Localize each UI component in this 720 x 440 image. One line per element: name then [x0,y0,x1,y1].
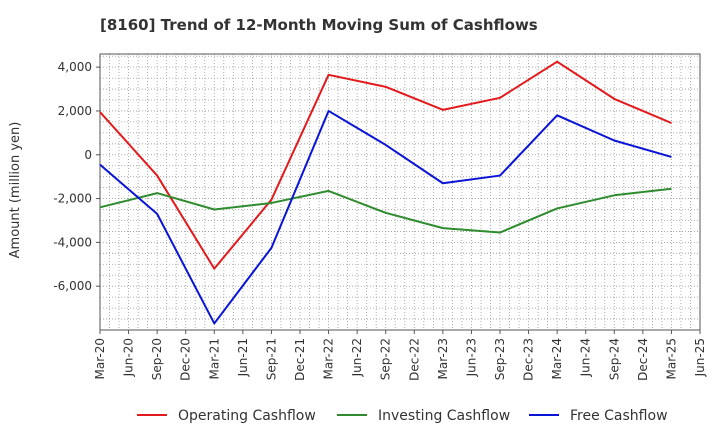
series-line-operating-cashflow [99,60,672,270]
x-tick-label: Mar-24 [550,338,564,379]
x-tick-label: Jun-25 [693,338,707,377]
x-tick-label: Sep-24 [607,338,621,380]
series-lines [99,60,672,325]
x-tick-label: Jun-22 [350,338,364,377]
x-tick-label: Sep-23 [493,338,507,380]
x-tick-label: Jun-21 [236,338,250,377]
x-tick-label: Dec-20 [179,338,193,381]
x-tick-label: Dec-23 [522,338,536,381]
y-axis-label: Amount (million yen) [8,122,23,259]
plot-frame [99,53,701,331]
y-tick-labels: 4,000 2,000 0 -2,000 -4,000 -6,000 [53,60,100,293]
x-tick-label: Dec-22 [407,338,421,381]
x-tick-label: Sep-20 [150,338,164,380]
chart-title: [8160] Trend of 12-Month Moving Sum of C… [100,16,538,34]
x-tick-label: Jun-24 [579,338,593,377]
x-tick-label: Mar-23 [436,338,450,379]
x-tick-label: Jun-23 [464,338,478,377]
x-tick-label: Dec-21 [293,338,307,381]
x-tick-labels: Mar-20 Jun-20 Sep-20 Dec-20 Mar-21 Jun-21 Sep-… [93,330,707,381]
y-tick-label: -4,000 [53,235,92,249]
y-tick-label: 2,000 [58,104,92,118]
y-tick-label: -6,000 [53,279,92,293]
legend-label: Operating Cashflow [178,408,316,424]
series-line-free-cashflow [99,109,672,325]
y-tick-label: 4,000 [58,60,92,74]
series-line-investing-cashflow [99,187,672,234]
legend-label: Investing Cashflow [378,408,510,424]
x-tick-label: Mar-21 [207,338,221,379]
y-tick-label: -2,000 [53,192,92,206]
x-tick-label: Mar-25 [664,338,678,379]
x-tick-label: Mar-22 [322,338,336,379]
x-tick-label: Sep-21 [264,338,278,380]
x-tick-label: Sep-22 [379,338,393,380]
y-tick-label: 0 [84,148,92,162]
x-tick-label: Dec-24 [636,338,650,381]
x-tick-label: Jun-20 [122,338,136,377]
x-tick-label: Mar-20 [93,338,107,379]
legend-label: Free Cashflow [570,408,668,424]
legend: Operating Cashflow Investing Cashflow Free… [137,408,668,424]
